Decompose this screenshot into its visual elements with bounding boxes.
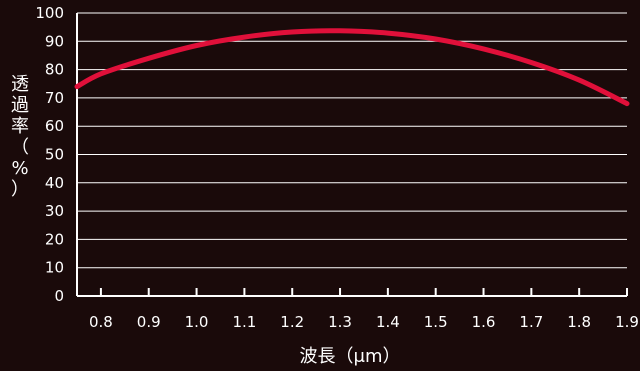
y-tick-label-9: 90 [45, 32, 64, 50]
x-tick-marks [99, 288, 628, 296]
y-tick-label-1: 10 [45, 259, 64, 277]
x-tick-label-1: 0.9 [137, 313, 161, 331]
y-tick-label-6: 60 [45, 117, 64, 135]
x-tick-label-11: 1.9 [615, 313, 639, 331]
x-tick-label-8: 1.6 [472, 313, 496, 331]
x-tick-label-0: 0.8 [89, 313, 113, 331]
x-tick-label-10: 1.8 [567, 313, 591, 331]
y-tick-label-10: 100 [35, 4, 64, 22]
series-layer [74, 28, 630, 107]
gridlines [77, 12, 627, 269]
y-tick-label-0: 0 [54, 287, 64, 305]
y-tick-labels: 0 10 20 30 40 50 60 70 80 90 100 [35, 4, 64, 305]
x-tick-label-7: 1.5 [424, 313, 448, 331]
y-tick-label-8: 80 [45, 61, 64, 79]
y-axis-title-char-1: 過 [11, 95, 29, 116]
x-tick-label-5: 1.3 [328, 313, 352, 331]
x-tick-label-2: 1.0 [185, 313, 209, 331]
x-tick-label-3: 1.1 [232, 313, 256, 331]
y-axis-title-char-3: （ [11, 137, 29, 158]
x-tick-label-6: 1.4 [376, 313, 400, 331]
y-tick-label-3: 30 [45, 202, 64, 220]
y-axis-title-char-2: 率 [11, 116, 29, 137]
x-axis-title: 波長（μm） [300, 346, 401, 367]
x-tick-label-9: 1.7 [519, 313, 543, 331]
y-axis-title-char-0: 透 [11, 74, 29, 95]
x-tick-label-4: 1.2 [280, 313, 304, 331]
y-tick-label-5: 50 [45, 146, 64, 164]
axes [76, 13, 627, 297]
y-tick-label-4: 40 [45, 174, 64, 192]
y-tick-label-2: 20 [45, 230, 64, 248]
y-tick-label-7: 70 [45, 89, 64, 107]
series-line-0 [74, 28, 630, 107]
y-axis-title: 透過率（%） [11, 74, 29, 200]
y-axis-title-char-4: % [11, 158, 28, 179]
x-tick-labels: 0.8 0.9 1.0 1.1 1.2 1.3 1.4 1.5 1.6 1.7 1.8 1.9 [89, 313, 639, 331]
y-axis-title-char-5: ） [11, 179, 29, 200]
